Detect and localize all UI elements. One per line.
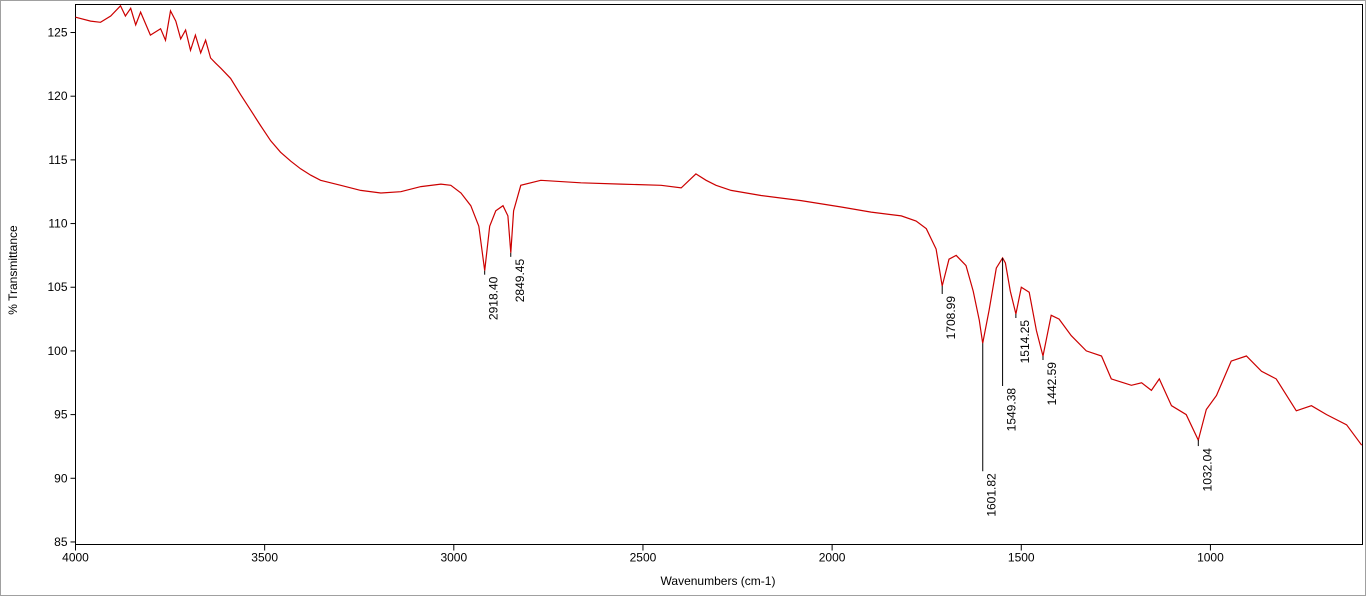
y-tick-label: 120 xyxy=(47,89,67,103)
peak-label: 2918.40 xyxy=(487,276,501,320)
x-tick-label: 4000 xyxy=(62,551,89,565)
y-tick-label: 105 xyxy=(47,280,67,294)
x-axis-label: Wavenumbers (cm-1) xyxy=(661,574,776,588)
peak-label: 1514.25 xyxy=(1018,320,1032,364)
peak-label: 2849.45 xyxy=(513,259,527,303)
y-axis-label: % Transmittance xyxy=(6,225,20,315)
x-tick-label: 1000 xyxy=(1197,551,1224,565)
peak-label: 1032.04 xyxy=(1200,448,1214,492)
y-tick-label: 95 xyxy=(54,408,68,422)
peak-label: 1708.99 xyxy=(944,296,958,340)
peak-label: 1601.82 xyxy=(985,473,999,517)
y-tick-label: 85 xyxy=(54,535,68,549)
peak-label: 1442.59 xyxy=(1045,362,1059,406)
x-tick-label: 3500 xyxy=(251,551,278,565)
x-tick-label: 1500 xyxy=(1008,551,1035,565)
x-tick-label: 2500 xyxy=(630,551,657,565)
y-tick-label: 125 xyxy=(47,26,67,40)
spectrum-line xyxy=(75,4,1363,446)
x-tick-label: 2000 xyxy=(819,551,846,565)
y-tick-label: 90 xyxy=(54,471,68,485)
y-tick-label: 115 xyxy=(48,153,67,167)
y-tick-label: 100 xyxy=(47,344,67,358)
y-tick-label: 110 xyxy=(48,217,67,231)
plot-frame xyxy=(75,4,1363,545)
peak-label: 1549.38 xyxy=(1005,388,1019,432)
x-tick-label: 3000 xyxy=(440,551,467,565)
